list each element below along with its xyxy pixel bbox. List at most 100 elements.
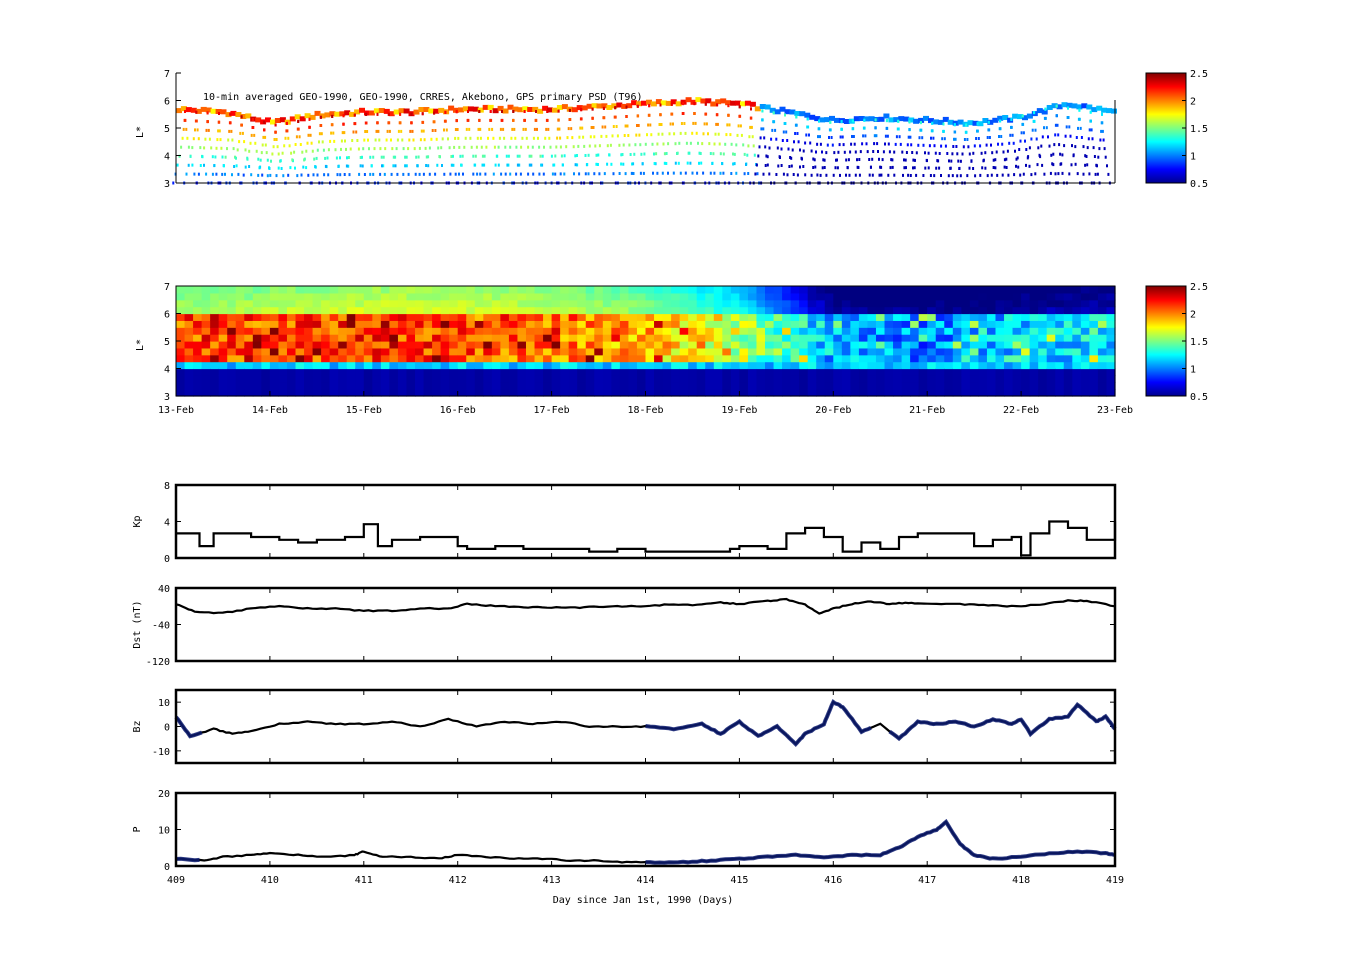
psd-heatmap-cell: [423, 341, 433, 349]
psd-heatmap-cell: [449, 341, 459, 349]
psd-heatmap-cell: [602, 299, 612, 308]
psd-orbit-point: [509, 172, 512, 176]
psd-heatmap-cell: [517, 368, 527, 376]
psd-orbit-point: [299, 143, 302, 146]
psd-heatmap-cell: [986, 327, 997, 335]
psd-boundary-cell: [383, 108, 390, 114]
psd-orbit-point: [622, 162, 625, 166]
psd-heatmap-cell: [901, 341, 911, 349]
psd-orbit-point: [374, 138, 377, 142]
psd-heatmap-cells: [176, 286, 1116, 397]
psd-heatmap-cell: [432, 354, 442, 363]
psd-orbit-point: [618, 172, 621, 175]
psd-heatmap-cell: [355, 320, 365, 328]
psd-orbit-point: [586, 163, 589, 166]
psd-heatmap-cell: [1012, 361, 1022, 370]
psd-boundary-cell: [413, 109, 420, 115]
psd-heatmap-cell: [568, 375, 578, 383]
psd-heatmap-cell: [312, 292, 322, 301]
psd-orbit-point: [553, 163, 556, 167]
psd-heatmap-cell: [1106, 341, 1116, 349]
psd-heatmap-cell: [500, 313, 510, 321]
psd-orbit-point: [385, 138, 388, 142]
psd-heatmap-cell: [286, 313, 297, 321]
psd-heatmap-cell: [765, 292, 775, 301]
psd-orbit-point: [826, 143, 829, 147]
psd-boundary-cell: [359, 107, 365, 113]
psd-heatmap-cell: [585, 306, 595, 315]
psd-orbit-point: [191, 163, 194, 167]
p-xtick-label: 409: [167, 875, 185, 886]
psd-heatmap-cell: [978, 327, 988, 335]
psd-orbit-point: [1099, 138, 1102, 142]
psd-orbit-point: [919, 121, 922, 125]
psd-orbit-point: [1028, 146, 1031, 150]
psd-boundary-cell: [1091, 107, 1098, 113]
psd-heatmap-cell: [722, 375, 732, 383]
psd-heatmap-cell: [602, 320, 612, 328]
psd-heatmap-cell: [679, 389, 689, 397]
psd-orbit-point: [274, 123, 277, 127]
psd-heatmap-cell: [406, 299, 416, 308]
psd-heatmap-cell: [1012, 368, 1022, 376]
psd-orbit-point: [858, 173, 861, 177]
psd-heatmap-cell: [244, 354, 254, 363]
psd-orbit-point: [530, 163, 533, 167]
psd-heatmap-cell: [585, 299, 595, 308]
psd-orbit-point: [812, 166, 815, 169]
psd-heatmap-cell: [1029, 368, 1039, 376]
psd-heatmap-cell: [952, 361, 962, 370]
psd-heatmap-cell: [935, 382, 945, 390]
psd-orbit-point: [229, 112, 232, 116]
psd-heatmap-cell: [782, 292, 792, 301]
psd-boundary-cell: [398, 108, 405, 114]
psd-orbit-point: [659, 113, 662, 117]
psd-heatmap-cell: [662, 375, 672, 383]
psd-heatmap-cell: [679, 347, 689, 356]
psd-heatmap-cell: [713, 382, 723, 390]
psd-orbit-point: [297, 119, 300, 123]
psd-heatmap-cell: [1021, 375, 1031, 383]
psd-heatmap-cell: [449, 375, 459, 383]
psd-heatmap-cell: [1021, 334, 1031, 342]
psd-heatmap-cell: [517, 286, 527, 294]
psd-orbit-point: [865, 142, 868, 146]
psd-orbit-point: [692, 121, 695, 125]
psd-orbit-point: [422, 172, 425, 176]
psd-orbit-point: [488, 127, 491, 131]
psd-boundary-cell: [324, 112, 331, 118]
psd-heatmap-cell: [329, 382, 339, 390]
psd-orbit-point: [693, 112, 696, 115]
psd-heatmap-cell: [910, 320, 920, 328]
psd-heatmap-cell: [799, 327, 809, 335]
p2-cbtick-label: 1: [1190, 365, 1196, 376]
psd-heatmap-cell: [355, 306, 365, 315]
psd-orbit-point: [1037, 146, 1040, 150]
psd-orbit-point: [242, 173, 245, 177]
psd-orbit-point: [279, 159, 282, 163]
psd-orbit-point: [390, 172, 393, 176]
psd-heatmap-cell: [790, 341, 800, 349]
psd-heatmap-cell: [363, 334, 373, 342]
psd-heatmap-cell: [355, 327, 365, 335]
psd-heatmap-cell: [508, 334, 519, 342]
psd-orbit-point: [257, 157, 260, 161]
psd-heatmap-cell: [807, 292, 817, 301]
psd-boundary-cell: [853, 116, 860, 122]
psd-orbit-point: [178, 154, 181, 158]
psd-heatmap-cell: [432, 299, 442, 308]
psd-boundary-cell: [804, 112, 811, 118]
psd-orbit-point: [207, 128, 210, 132]
psd-orbit-point: [924, 166, 927, 170]
psd-heatmap-cell: [1004, 341, 1014, 349]
psd-orbit-point: [528, 154, 531, 158]
psd-orbit-point: [802, 165, 805, 168]
psd-orbit-point: [1006, 149, 1009, 153]
psd-heatmap-cell: [730, 368, 740, 376]
psd-heatmap-cell: [773, 292, 783, 301]
psd-heatmap-cell: [269, 320, 280, 328]
psd-boundary-cell: [720, 98, 727, 104]
psd-heatmap-cell: [176, 382, 186, 390]
psd-heatmap-cell: [568, 334, 578, 342]
psd-orbit-point: [763, 136, 766, 140]
